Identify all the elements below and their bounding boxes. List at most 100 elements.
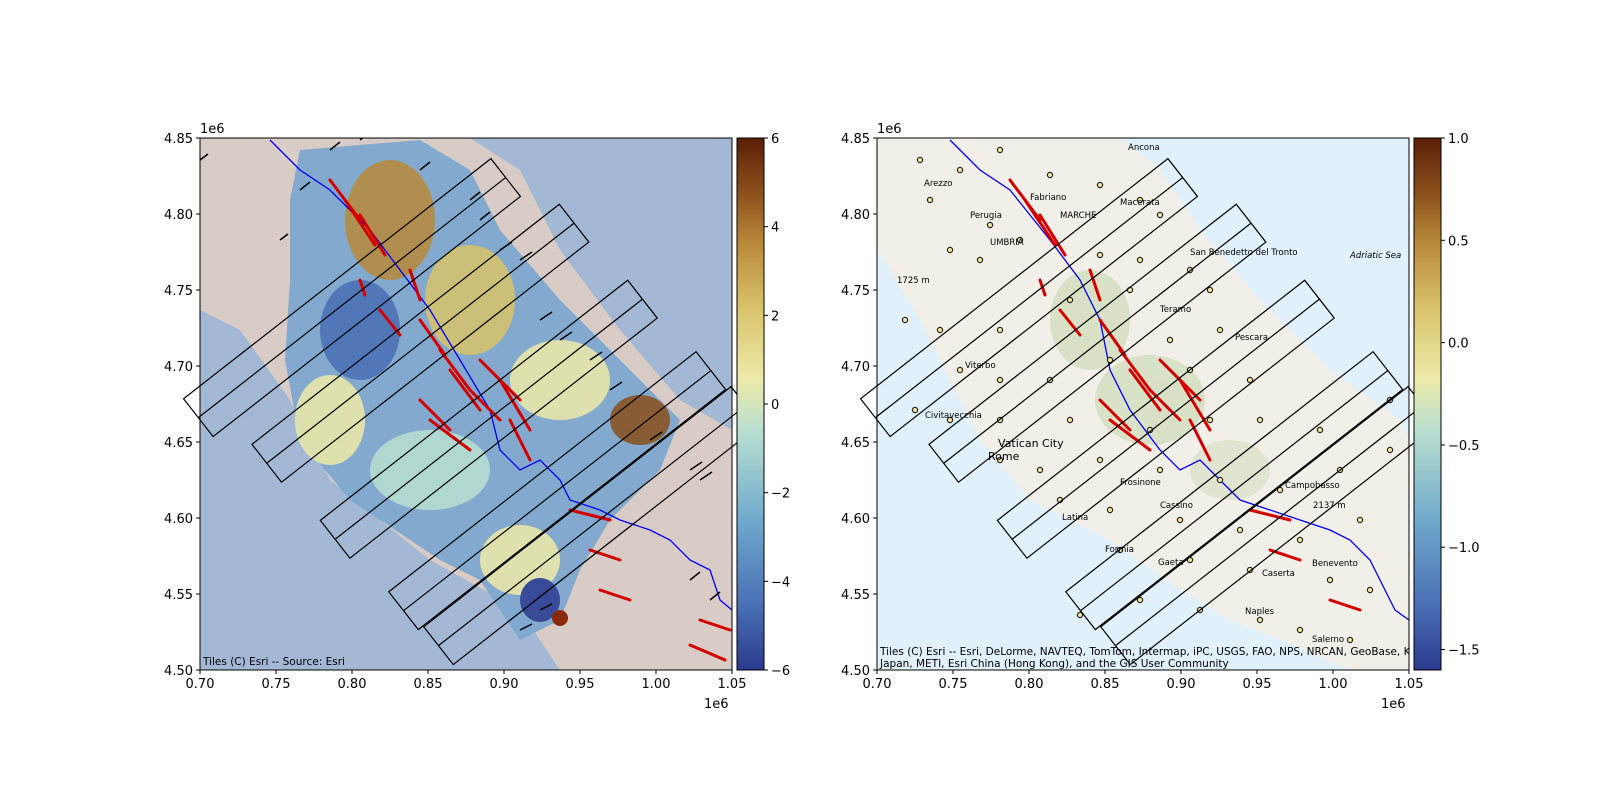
gnss-station [1036, 466, 1044, 474]
place-label: Pescara [1235, 333, 1268, 343]
colorbar-tick-label: 6 [771, 132, 779, 147]
swath-centerline [197, 177, 507, 419]
right-colorbar-gradient [1413, 137, 1442, 671]
gnss-station [1246, 376, 1254, 384]
gnss-station [916, 156, 924, 164]
left-colorbar-ticks: 6 4 2 0 −2 −4 −6 [764, 132, 790, 679]
right-gnss-stations [901, 146, 1394, 644]
place-label: Fabriano [1030, 193, 1066, 203]
gnss-station [996, 456, 1004, 464]
gnss-station [1166, 336, 1174, 344]
y-tick-label: 4.70 [841, 360, 870, 375]
gnss-station [1136, 196, 1144, 204]
right-axis-ticks: 0.70 0.75 0.80 0.85 0.90 0.95 1.00 1.05 4.50 4.55… [841, 132, 1423, 692]
gnss-station [1326, 576, 1334, 584]
gnss-station [1296, 626, 1304, 634]
swath-rectangle [1064, 350, 1404, 631]
y-tick-label: 4.85 [841, 132, 870, 147]
gnss-station [1156, 466, 1164, 474]
x-tick-label: 1.05 [1395, 677, 1424, 692]
place-label: Civitavecchia [925, 411, 982, 421]
gnss-station [1136, 596, 1144, 604]
gnss-station [996, 326, 1004, 334]
colorbar-tick-label: −1.5 [1448, 644, 1480, 659]
x-tick-label: 0.80 [1015, 677, 1044, 692]
gnss-station [1216, 476, 1224, 484]
gnss-station [1096, 251, 1104, 259]
gnss-station [1296, 536, 1304, 544]
swath-rectangle [996, 279, 1336, 560]
gnss-station [1316, 426, 1324, 434]
right-rectangles [859, 157, 1439, 666]
y-tick-label: 4.55 [164, 588, 193, 603]
left-x-exponent: 1e6 [704, 697, 729, 712]
colorbar-tick-label: 2 [771, 309, 779, 324]
right-attribution-line1: Tiles (C) Esri -- Esri, DeLorme, NAVTEQ,… [879, 646, 1568, 658]
colorbar-tick-label: 1.0 [1448, 132, 1469, 147]
place-label: Caserta [1262, 569, 1295, 579]
gnss-station [1386, 446, 1394, 454]
gnss-station [956, 366, 964, 374]
right-x-exponent: 1e6 [1381, 697, 1406, 712]
swath-centerline [943, 222, 1252, 464]
place-label: Salerno [1312, 635, 1344, 645]
colorbar-tick-label: −0.5 [1448, 439, 1480, 454]
place-label: Naples [1245, 607, 1275, 617]
swath-centerline [438, 405, 747, 647]
x-tick-label: 0.75 [939, 677, 968, 692]
swath-rectangle [928, 203, 1267, 484]
place-label: San Benedetto del Tronto [1190, 248, 1298, 258]
swath-rectangle [387, 350, 727, 631]
swath-centerline [1011, 298, 1320, 540]
y-tick-label: 4.65 [164, 436, 193, 451]
colorbar-tick-label: −1.0 [1448, 541, 1480, 556]
gnss-station [946, 246, 954, 254]
right-boundary-line [949, 139, 1409, 621]
swath-centerline [403, 370, 712, 612]
gnss-station [1346, 636, 1354, 644]
colorbar-tick-label: −6 [771, 664, 790, 679]
place-label: Latina [1062, 513, 1088, 523]
left-y-exponent: 1e6 [200, 122, 225, 137]
swath-rectangle [251, 203, 590, 484]
right-colorbar-ticks: 1.0 0.5 0.0 −0.5 −1.0 −1.5 [1441, 132, 1480, 659]
gnss-station [1366, 586, 1374, 594]
colorbar-tick-label: 0 [771, 398, 779, 413]
right-colorbar: 1.0 0.5 0.0 −0.5 −1.0 −1.5 [1413, 132, 1480, 671]
left-boundary-line [269, 139, 732, 611]
x-tick-label: 0.75 [262, 677, 291, 692]
colorbar-tick-label: −4 [771, 575, 790, 590]
gnss-station [1046, 171, 1054, 179]
gnss-station [1206, 286, 1214, 294]
place-label: Ancona [1128, 143, 1160, 153]
y-tick-label: 4.65 [841, 436, 870, 451]
x-tick-label: 0.90 [1167, 677, 1196, 692]
swath-outline [928, 203, 1267, 484]
swath-centerline [1115, 405, 1424, 647]
gnss-station [946, 416, 954, 424]
left-fault-traces [328, 178, 732, 662]
place-label: Vatican City [998, 437, 1064, 450]
left-axis-ticks: 0.70 0.75 0.80 0.85 0.90 0.95 1.00 1.05 4.50 4.55… [164, 132, 746, 692]
swath-outline [387, 350, 727, 631]
y-tick-label: 4.60 [841, 512, 870, 527]
y-tick-label: 4.50 [841, 664, 870, 679]
gnss-station [911, 406, 919, 414]
gnss-station [996, 146, 1004, 154]
colorbar-tick-label: 0.0 [1448, 337, 1469, 352]
x-tick-label: 0.80 [338, 677, 367, 692]
colorbar-tick-label: −2 [771, 487, 790, 502]
place-label: Arezzo [924, 179, 952, 189]
place-label: Benevento [1312, 559, 1358, 569]
x-tick-label: 0.85 [414, 677, 443, 692]
right-axes-frame [876, 137, 1410, 671]
y-tick-label: 4.55 [841, 588, 870, 603]
colorbar-tick-label: 4 [771, 221, 779, 236]
swath-outline [996, 279, 1336, 560]
gnss-station [986, 221, 994, 229]
swath-rectangle [859, 157, 1199, 438]
gnss-station [1136, 256, 1144, 264]
place-label: Gaeta [1158, 558, 1184, 568]
place-label: Teramo [1159, 305, 1191, 315]
